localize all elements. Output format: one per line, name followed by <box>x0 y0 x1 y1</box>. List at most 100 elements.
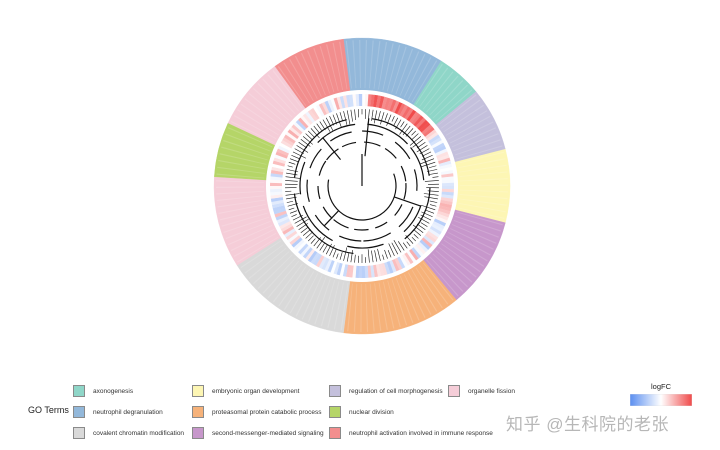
outer-ring-streak <box>307 50 326 96</box>
outer-ring-streak <box>459 198 507 206</box>
outer-ring-streak <box>313 47 331 94</box>
logfc-cell <box>391 100 400 113</box>
logfc-cell <box>417 119 429 131</box>
outer-ring-streak <box>364 40 368 89</box>
dendrogram-leaf <box>399 123 408 135</box>
logfc-cell <box>364 94 369 107</box>
logfc-cell <box>270 173 283 178</box>
logfc-cell <box>313 253 322 266</box>
dendrogram-leaf <box>418 216 430 224</box>
dendrogram-arc <box>364 141 381 147</box>
logfc-cell <box>431 140 444 149</box>
dendrogram-leaf <box>319 242 326 251</box>
dendrogram-leaf <box>413 229 422 236</box>
dendrogram-leaf <box>409 136 422 146</box>
dendrogram-leaf <box>302 229 311 236</box>
logfc-cell <box>276 148 289 157</box>
dendrogram-leaf <box>310 128 320 139</box>
dendrogram-branch <box>322 137 342 161</box>
outer-ring-streak <box>432 84 468 119</box>
dendrogram-arc <box>404 187 431 240</box>
logfc-cell <box>370 94 375 107</box>
logfc-cell <box>300 245 311 257</box>
outer-ring-streak <box>223 216 270 233</box>
outer-ring-streak <box>244 244 284 274</box>
logfc-cell <box>362 94 366 107</box>
dendrogram-arc <box>302 205 333 242</box>
logfc-cell <box>270 185 283 190</box>
outer-ring-streak <box>340 282 349 331</box>
dendrogram-leaf <box>421 204 436 211</box>
dendrogram-leaf <box>296 218 309 227</box>
logfc-cell <box>413 245 424 257</box>
outer-ring-streak <box>244 98 284 128</box>
logfc-cell <box>438 208 451 215</box>
outer-ring-streak <box>221 212 268 227</box>
logfc-cell <box>275 151 288 159</box>
logfc-cell <box>386 98 394 111</box>
dendrogram-leaf <box>339 112 343 121</box>
logfc-cell <box>411 247 422 259</box>
outer-ring-streak <box>441 243 481 273</box>
outer-ring-streak <box>294 55 318 99</box>
dendrogram-arc <box>403 183 407 200</box>
outer-ring-streak <box>440 99 481 129</box>
outer-ring-streak <box>216 195 265 202</box>
dendrogram-leaf <box>350 109 353 122</box>
logfc-cell <box>298 117 309 129</box>
dendrogram-leaf <box>397 241 405 251</box>
outer-ring-streak <box>359 40 361 89</box>
outer-ring-streak <box>301 275 323 320</box>
logfc-cell <box>394 101 403 115</box>
outer-ring-streak <box>225 133 271 152</box>
dendrogram-leaf <box>285 176 300 179</box>
legend-label: covalent chromatin modification <box>93 429 185 437</box>
dendrogram-leaf <box>371 250 374 263</box>
outer-ring-streak <box>295 273 319 317</box>
logfc-cell <box>297 243 309 255</box>
outer-ring-streak <box>352 40 357 89</box>
logfc-cell <box>282 225 295 235</box>
dendrogram-leaf <box>339 252 343 260</box>
logfc-cell <box>399 255 408 268</box>
outer-ring-streak <box>225 220 271 240</box>
outer-ring-streak <box>216 173 265 179</box>
logfc-cell <box>355 265 360 278</box>
outer-ring-streak <box>365 283 369 332</box>
legend-item: neutrophil activation involved in immune… <box>329 426 493 440</box>
dendrogram-leaf <box>322 119 331 132</box>
dendrogram-leaf <box>350 250 353 263</box>
outer-ring-streak <box>386 44 401 92</box>
dendrogram-leaf <box>291 154 301 160</box>
dendrogram-leaf <box>374 250 378 262</box>
dendrogram-leaf <box>377 248 381 261</box>
legend-label: second-messenger-mediated signaling <box>212 429 324 437</box>
dendrogram-leaf <box>393 117 399 126</box>
outer-ring-streak <box>403 274 426 318</box>
dendrogram-arc <box>375 221 388 229</box>
outer-ring-streak <box>233 232 277 257</box>
outer-ring-streak <box>327 281 340 329</box>
logfc-cell <box>285 230 298 241</box>
logfc-cell <box>270 169 284 175</box>
logfc-cell <box>404 107 414 120</box>
outer-ring-streak <box>458 158 506 169</box>
dendrogram-leaf <box>329 245 335 256</box>
outer-ring-streak <box>411 60 438 103</box>
logfc-cell <box>419 122 431 133</box>
outer-ring-streak <box>216 186 265 188</box>
logfc-cell <box>302 247 313 259</box>
legend-item: nuclear division <box>329 405 394 419</box>
dendrogram-leaf <box>386 114 392 126</box>
dendrogram-leaf <box>336 253 339 259</box>
logfc-cell <box>321 101 330 115</box>
logfc-cell <box>279 220 292 230</box>
logfc-cell <box>425 129 437 140</box>
outer-ring-streak <box>422 262 454 301</box>
logfc-cell <box>355 94 360 107</box>
dendrogram-arc <box>330 131 352 142</box>
logfc-cell <box>406 250 417 263</box>
dendrogram-arc <box>306 179 310 203</box>
outer-ring-streak <box>219 208 267 221</box>
